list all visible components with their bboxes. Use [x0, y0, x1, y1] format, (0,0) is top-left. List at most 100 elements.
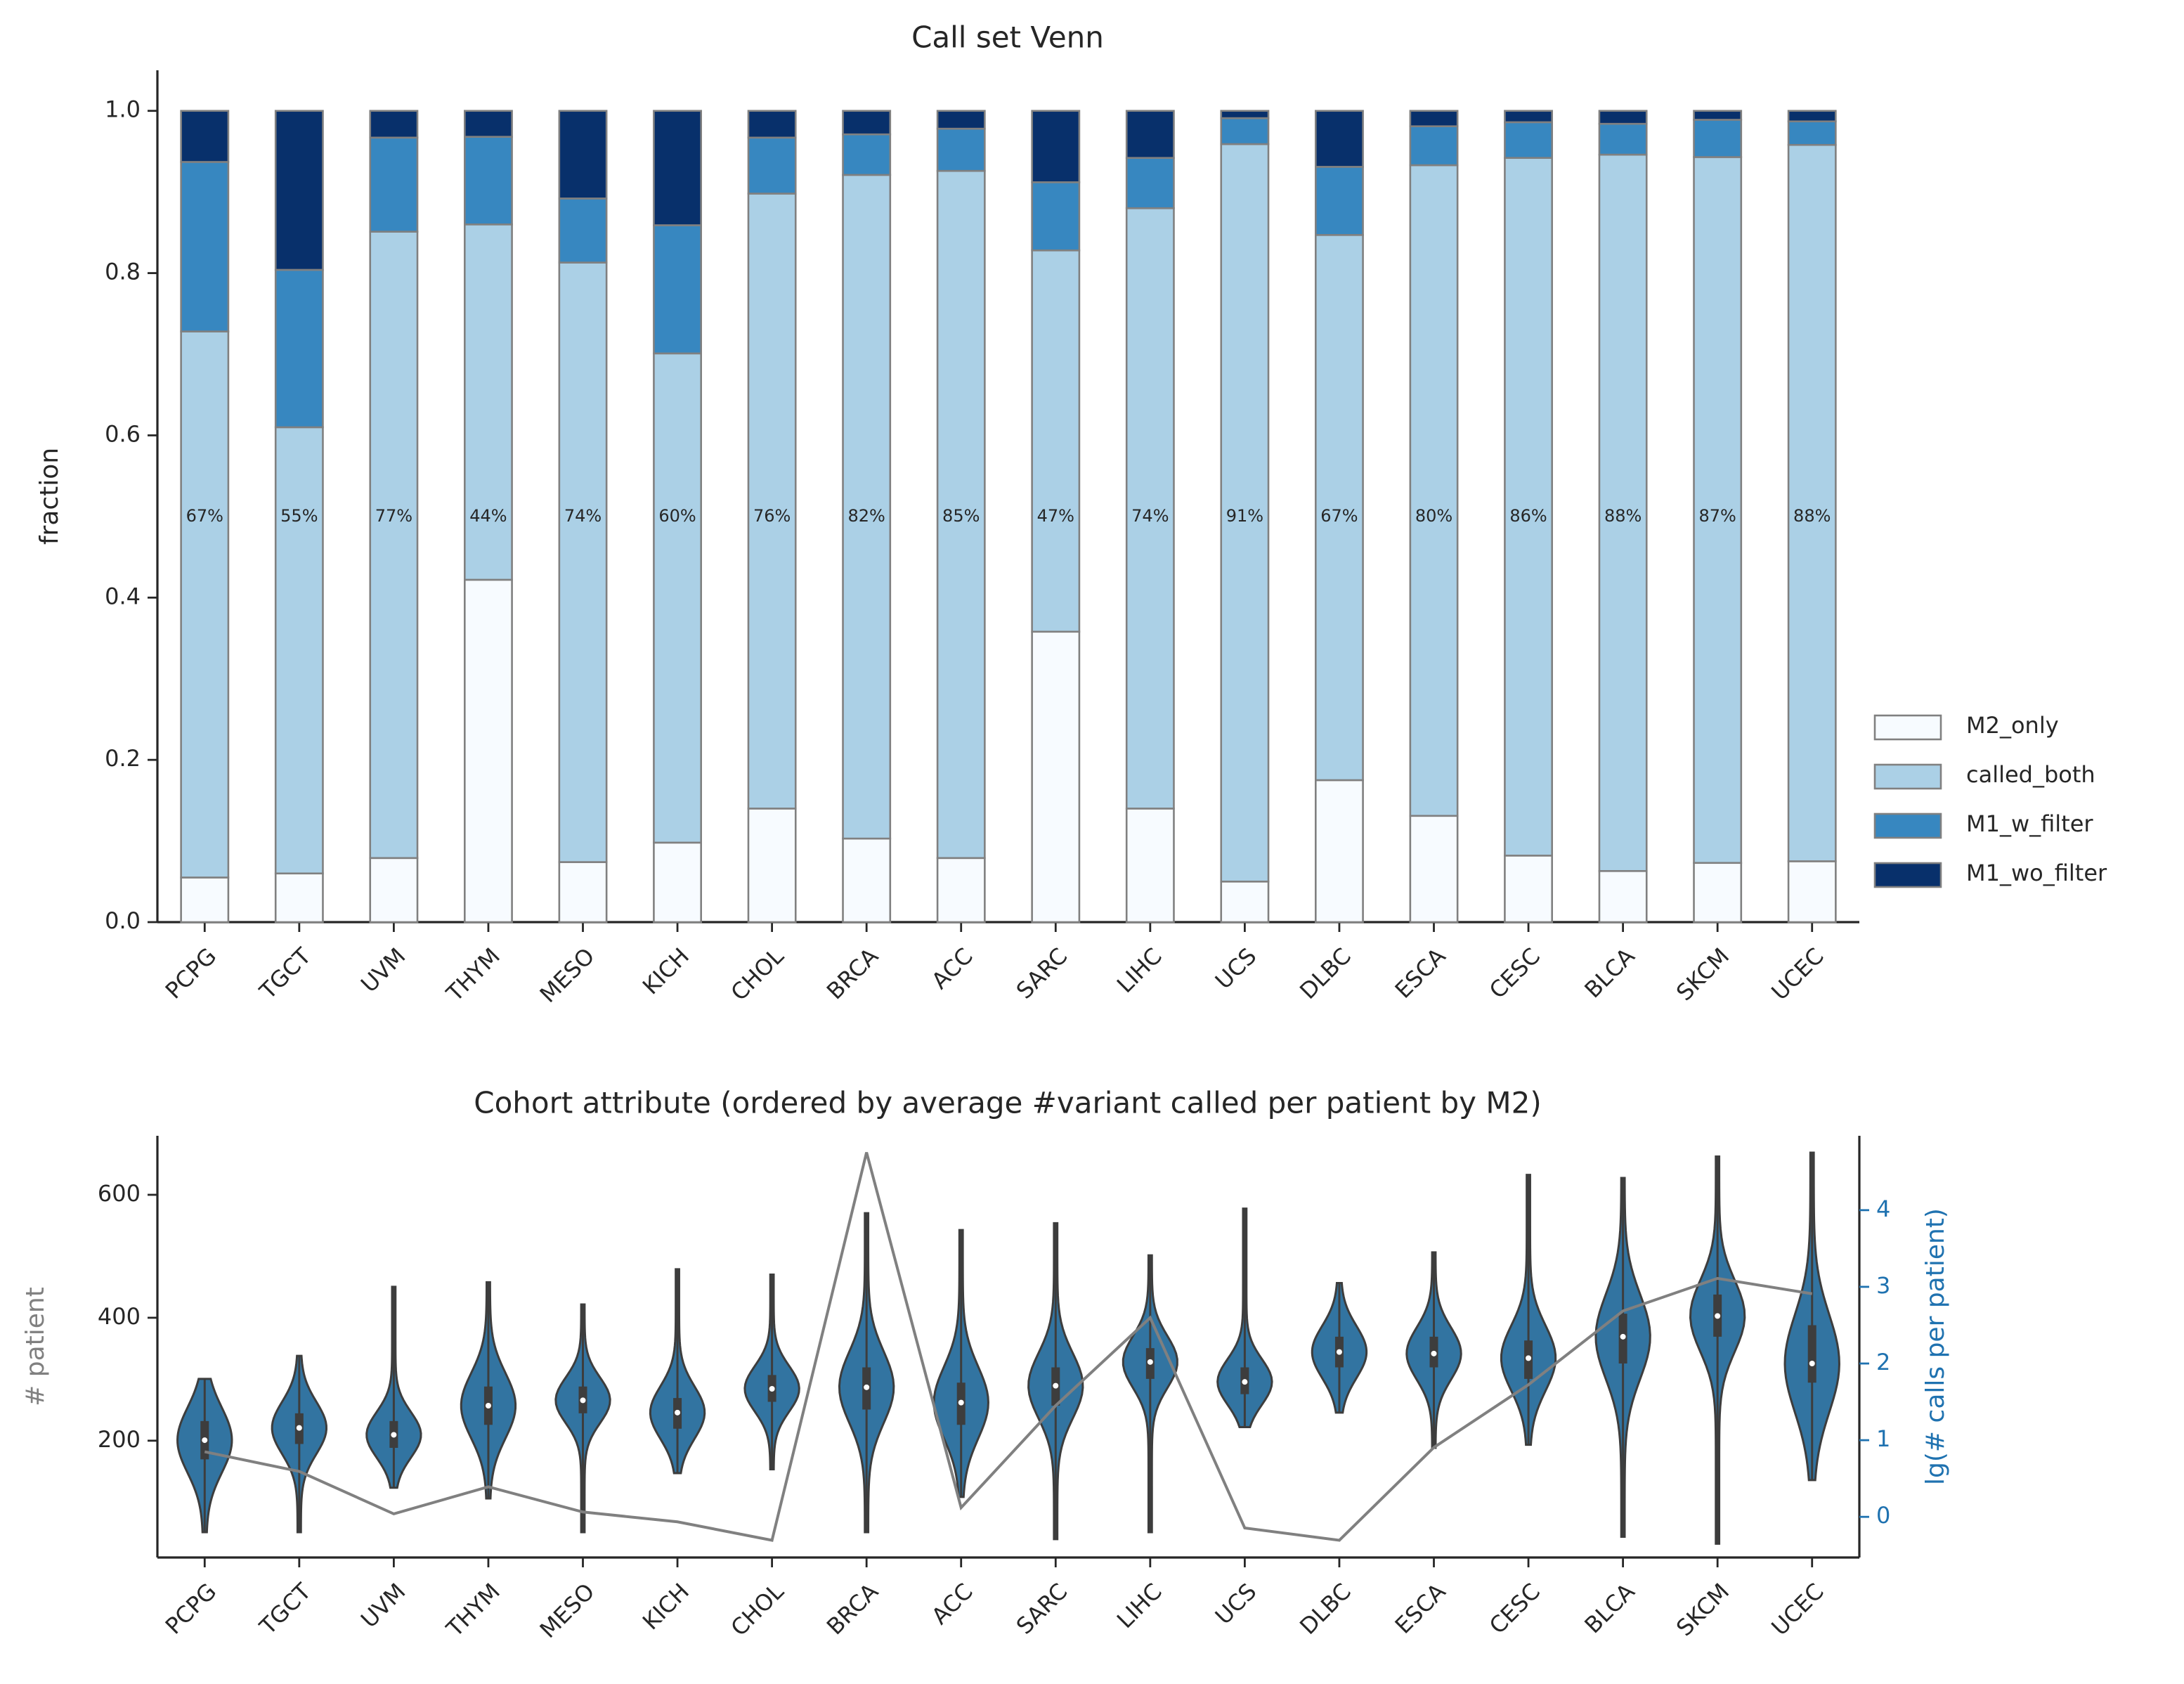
value-label: 67% — [1320, 506, 1358, 526]
bar-segment — [558, 110, 608, 200]
y-axis-label: fraction — [35, 448, 64, 545]
x-tick-label: KICH — [637, 1578, 694, 1635]
bar-segment — [1125, 157, 1175, 209]
bar-segment — [653, 110, 702, 226]
value-label: 60% — [658, 506, 696, 526]
bar-segment — [274, 268, 324, 429]
bar-segment — [842, 837, 892, 924]
bar-segment — [1598, 153, 1648, 872]
x-tick-label: SKCM — [1671, 943, 1734, 1006]
x-tick-label: CHOL — [726, 1578, 789, 1641]
y-tick-label: 400 — [98, 1303, 141, 1330]
legend-swatch — [1873, 763, 1942, 790]
chart-title: Cohort attribute (ordered by average #va… — [474, 1086, 1542, 1120]
y-tick-label: 2 — [1876, 1349, 1890, 1375]
value-label: 76% — [753, 506, 791, 526]
x-tick-label: THYM — [441, 943, 505, 1007]
y-axis-label: # patient — [21, 1287, 50, 1406]
y-tick-label: 1 — [1876, 1425, 1890, 1452]
bar-segment — [747, 193, 797, 810]
bar-segment — [274, 872, 324, 924]
bar-segment — [464, 110, 513, 138]
bar-segment — [464, 136, 513, 226]
bar-segment — [936, 169, 986, 860]
bar-segment — [1220, 117, 1270, 145]
legend-label: M1_w_filter — [1966, 810, 2093, 837]
bar-segment — [369, 110, 419, 139]
bar-segment — [747, 808, 797, 924]
violin-median — [864, 1384, 870, 1390]
bar-segment — [1598, 122, 1648, 156]
bar-segment — [1787, 120, 1837, 146]
bar-segment — [369, 231, 419, 860]
violin-median — [391, 1432, 397, 1438]
value-label: 44% — [469, 506, 507, 526]
x-tick-label: ACC — [926, 943, 978, 995]
violin-median — [1053, 1382, 1059, 1389]
x-tick-label: ESCA — [1390, 943, 1451, 1004]
bar-segment — [1598, 869, 1648, 924]
bar-segment — [1031, 249, 1081, 633]
y-tick-label: 0 — [1876, 1502, 1890, 1529]
y-tick-label: 200 — [98, 1426, 141, 1453]
x-tick-label: SARC — [1011, 1578, 1073, 1640]
value-label: 88% — [1604, 506, 1642, 526]
y-tick-label: 4 — [1876, 1196, 1890, 1222]
bar-segment — [1315, 779, 1364, 924]
x-tick-label: CESC — [1484, 943, 1545, 1004]
violin-median — [675, 1409, 681, 1416]
x-tick-label: MESO — [535, 1578, 600, 1643]
bar-segment — [180, 876, 230, 924]
x-tick-label: SARC — [1011, 943, 1073, 1004]
y-tick-label: 0.8 — [105, 259, 141, 285]
bar-segment — [1504, 157, 1553, 857]
x-tick-label: SKCM — [1671, 1578, 1734, 1641]
bar-segment — [842, 174, 892, 840]
bar-segment — [1031, 110, 1081, 183]
y-tick-label: 3 — [1876, 1272, 1890, 1299]
x-tick-label: ACC — [926, 1578, 978, 1630]
bar-segment — [1220, 143, 1270, 883]
bar-segment — [1693, 110, 1743, 121]
bar-segment — [1787, 143, 1837, 862]
x-tick-label: UCS — [1210, 1578, 1262, 1630]
y2-axis-label: lg(# calls per patient) — [1921, 1208, 1950, 1485]
y-tick-label: 0.2 — [105, 745, 141, 772]
value-label: 55% — [280, 506, 318, 526]
legend-swatch — [1873, 862, 1942, 888]
bar-segment — [1220, 880, 1270, 924]
violin-median — [1809, 1361, 1815, 1366]
violin-median — [202, 1437, 208, 1444]
bar-segment — [1504, 855, 1553, 924]
y-tick-label: 0.0 — [105, 907, 141, 934]
bar-segment — [1598, 110, 1648, 125]
value-label: 67% — [186, 506, 223, 526]
value-label: 86% — [1509, 506, 1547, 526]
x-tick-label: BLCA — [1579, 1578, 1639, 1638]
x-tick-label: PCPG — [160, 943, 221, 1004]
bar-segment — [936, 127, 986, 172]
bar-segment — [558, 261, 608, 863]
violin-median — [769, 1386, 775, 1392]
bar-segment — [747, 110, 797, 139]
bar-segment — [1787, 860, 1837, 924]
violin-median — [1715, 1313, 1721, 1319]
legend-label: M2_only — [1966, 712, 2059, 739]
bar-segment — [842, 110, 892, 136]
x-tick-label: TGCT — [254, 1578, 316, 1640]
bar-segment — [1315, 110, 1364, 168]
x-tick-label: TGCT — [254, 943, 316, 1005]
violin-median — [485, 1403, 491, 1408]
bar-segment — [1693, 862, 1743, 924]
violin-median — [958, 1399, 964, 1406]
bar-segment — [464, 224, 513, 581]
x-tick-label: UVM — [356, 943, 410, 997]
bar-segment — [1409, 164, 1459, 817]
violin-median — [296, 1425, 302, 1431]
bar-segment — [464, 578, 513, 924]
x-tick-label: ESCA — [1390, 1578, 1451, 1639]
bar-segment — [653, 841, 702, 924]
bar-segment — [747, 136, 797, 195]
